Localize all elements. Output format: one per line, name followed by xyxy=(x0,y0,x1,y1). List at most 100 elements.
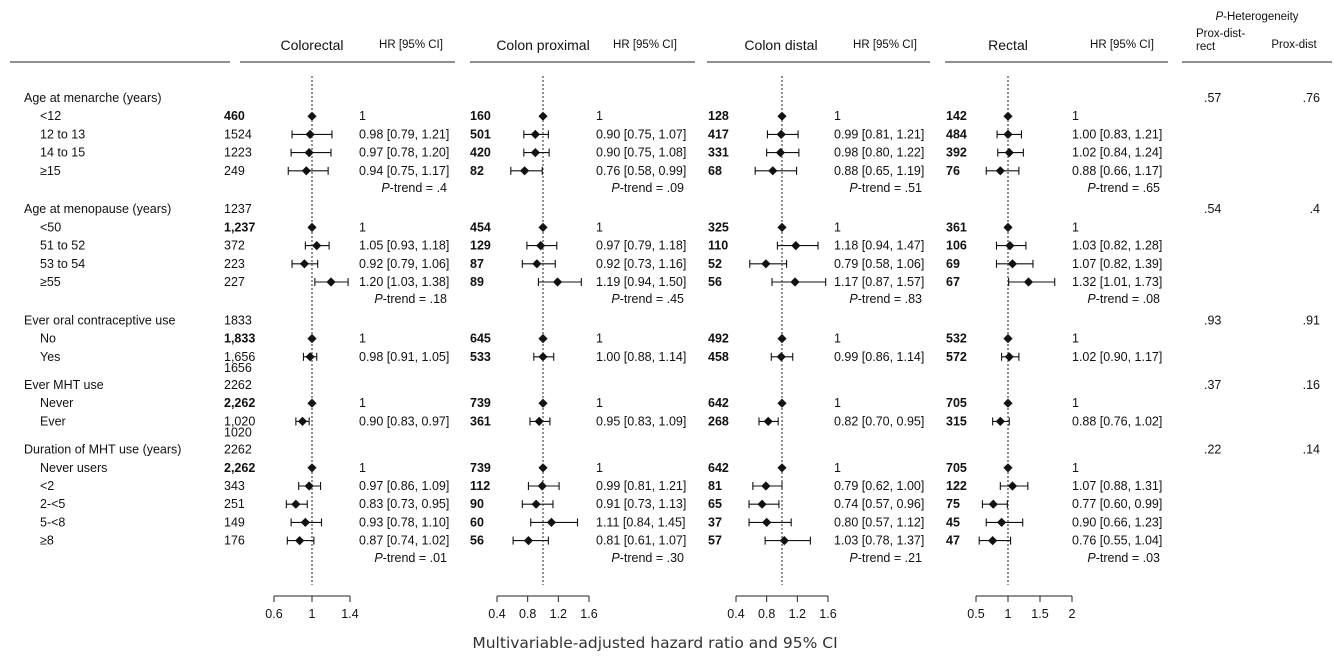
hr-ci-text: 1 xyxy=(596,461,603,475)
p-trend-value: -trend = .01 xyxy=(383,551,447,565)
heterogeneity-prox-dist-value: .14 xyxy=(1303,443,1320,457)
count-value: 90 xyxy=(470,497,484,511)
p-trend-label: P-trend = .65 xyxy=(1087,181,1160,195)
hr-ci-text: 0.99 [0.81, 1.21] xyxy=(596,479,686,493)
heterogeneity-title-rest: -Heterogeneity xyxy=(1223,11,1299,23)
hr-point xyxy=(295,536,305,546)
count-value: 128 xyxy=(708,109,729,123)
hr-point xyxy=(291,499,301,509)
count-value: 52 xyxy=(708,257,722,271)
count-value: 460 xyxy=(224,109,245,123)
colorectal-hr-header: HR [95% CI] xyxy=(379,39,443,51)
rectal-header: Rectal xyxy=(988,37,1028,53)
p-trend-italic-p: P xyxy=(849,551,858,565)
hr-ci-text: 1 xyxy=(359,461,366,475)
hr-ci-text: 1.11 [0.84, 1.45] xyxy=(596,515,685,529)
p-trend-label: P-trend = .51 xyxy=(849,181,922,195)
row-label: Ever xyxy=(40,414,66,428)
hr-ci-text: 1 xyxy=(834,220,841,234)
group-header-count: 1237 xyxy=(224,202,252,216)
p-trend-value: -trend = .21 xyxy=(858,551,922,565)
heterogeneity-title: P-Heterogeneity xyxy=(1215,11,1298,23)
hr-point xyxy=(995,166,1005,176)
hr-point xyxy=(538,334,548,344)
p-trend-label: P-trend = .4 xyxy=(381,181,447,195)
colon-distal-header: Colon distal xyxy=(744,37,817,53)
hr-ci-text: 1.02 [0.84, 1.24] xyxy=(1072,146,1162,160)
hr-ci-text: 1 xyxy=(1072,396,1079,410)
count-value: 75 xyxy=(946,497,960,511)
count-value: 87 xyxy=(470,257,484,271)
row-label: <12 xyxy=(40,109,61,123)
hr-point xyxy=(775,148,786,158)
count-value: 81 xyxy=(708,479,722,493)
hr-ci-text: 1.07 [0.82, 1.39] xyxy=(1072,257,1162,271)
group-header-count: 1833 xyxy=(224,313,252,327)
hr-ci-text: 0.94 [0.75, 1.17] xyxy=(359,164,449,178)
hr-ci-text: 0.76 [0.55, 1.04] xyxy=(1072,534,1162,548)
count-value: 501 xyxy=(470,127,491,141)
hr-point xyxy=(297,416,308,426)
hr-ci-text: 0.92 [0.79, 1.06] xyxy=(359,257,449,271)
hr-ci-text: 1 xyxy=(834,109,841,123)
hr-point xyxy=(305,129,315,139)
hr-ci-text: 1 xyxy=(1072,109,1079,123)
hr-point xyxy=(1003,334,1013,344)
hr-point xyxy=(1003,222,1013,232)
count-value: 1524 xyxy=(224,127,252,141)
p-trend-label: P-trend = .18 xyxy=(374,292,447,306)
hr-point xyxy=(777,398,787,408)
x-axis-tick-label: 0.4 xyxy=(488,607,505,621)
hr-point xyxy=(1003,129,1013,139)
hr-ci-text: 0.93 [0.78, 1.10] xyxy=(359,515,449,529)
count-value: 1,237 xyxy=(224,220,255,234)
hr-ci-text: 0.90 [0.83, 0.97] xyxy=(359,414,449,428)
count-value: 60 xyxy=(470,515,484,529)
row-label: 5-<8 xyxy=(40,515,65,529)
count-value: 47 xyxy=(946,534,960,548)
hr-point xyxy=(304,148,314,158)
x-axis-tick-label: 1.6 xyxy=(819,607,836,621)
x-axis-title: Multivariable-adjusted hazard ratio and … xyxy=(472,634,837,652)
hr-point xyxy=(531,499,541,509)
count-value: 37 xyxy=(708,515,722,529)
p-trend-italic-p: P xyxy=(611,551,620,565)
forest-plot-body: Age at menarche (years) .57.76<12 460 1 160 1… xyxy=(24,91,1320,565)
p-trend-label: P-trend = .01 xyxy=(374,551,447,565)
count-value: 420 xyxy=(470,146,491,160)
hr-ci-text: 1 xyxy=(596,396,603,410)
hr-point xyxy=(530,129,540,139)
count-value: 484 xyxy=(946,127,967,141)
hr-point xyxy=(1005,241,1015,251)
hr-ci-text: 1.17 [0.87, 1.57] xyxy=(834,275,924,289)
count-value: 572 xyxy=(946,350,967,364)
hr-ci-text: 0.90 [0.66, 1.23] xyxy=(1072,515,1162,529)
hr-ci-text: 0.90 [0.75, 1.08] xyxy=(596,146,686,160)
group-label: Ever oral contraceptive use xyxy=(24,313,176,327)
hr-point xyxy=(995,416,1005,426)
hr-point xyxy=(312,241,322,251)
hr-ci-text: 1 xyxy=(834,461,841,475)
extra-count: 1020 xyxy=(224,426,252,440)
hr-point xyxy=(307,334,317,344)
hr-ci-text: 0.92 [0.73, 1.16] xyxy=(596,257,686,271)
hr-ci-text: 1 xyxy=(359,109,366,123)
p-trend-label: P-trend = .83 xyxy=(849,292,922,306)
count-value: 331 xyxy=(708,146,729,160)
count-value: 642 xyxy=(708,396,729,410)
hr-ci-text: 1 xyxy=(1072,332,1079,346)
row-label: <50 xyxy=(40,220,61,234)
hr-ci-text: 0.99 [0.86, 1.14] xyxy=(834,350,924,364)
hr-ci-text: 1.00 [0.88, 1.14] xyxy=(596,350,686,364)
hr-point xyxy=(552,277,563,287)
colon-proximal-header: Colon proximal xyxy=(496,37,589,53)
x-axis-tick-label: 1.2 xyxy=(550,607,567,621)
count-value: 315 xyxy=(946,414,967,428)
count-value: 57 xyxy=(708,534,722,548)
hr-point xyxy=(537,481,547,491)
count-value: 454 xyxy=(470,220,491,234)
hr-ci-text: 1.03 [0.82, 1.28] xyxy=(1072,239,1162,253)
p-trend-label: P-trend = .03 xyxy=(1087,551,1160,565)
count-value: 532 xyxy=(946,332,967,346)
row-label: Never users xyxy=(40,461,107,475)
